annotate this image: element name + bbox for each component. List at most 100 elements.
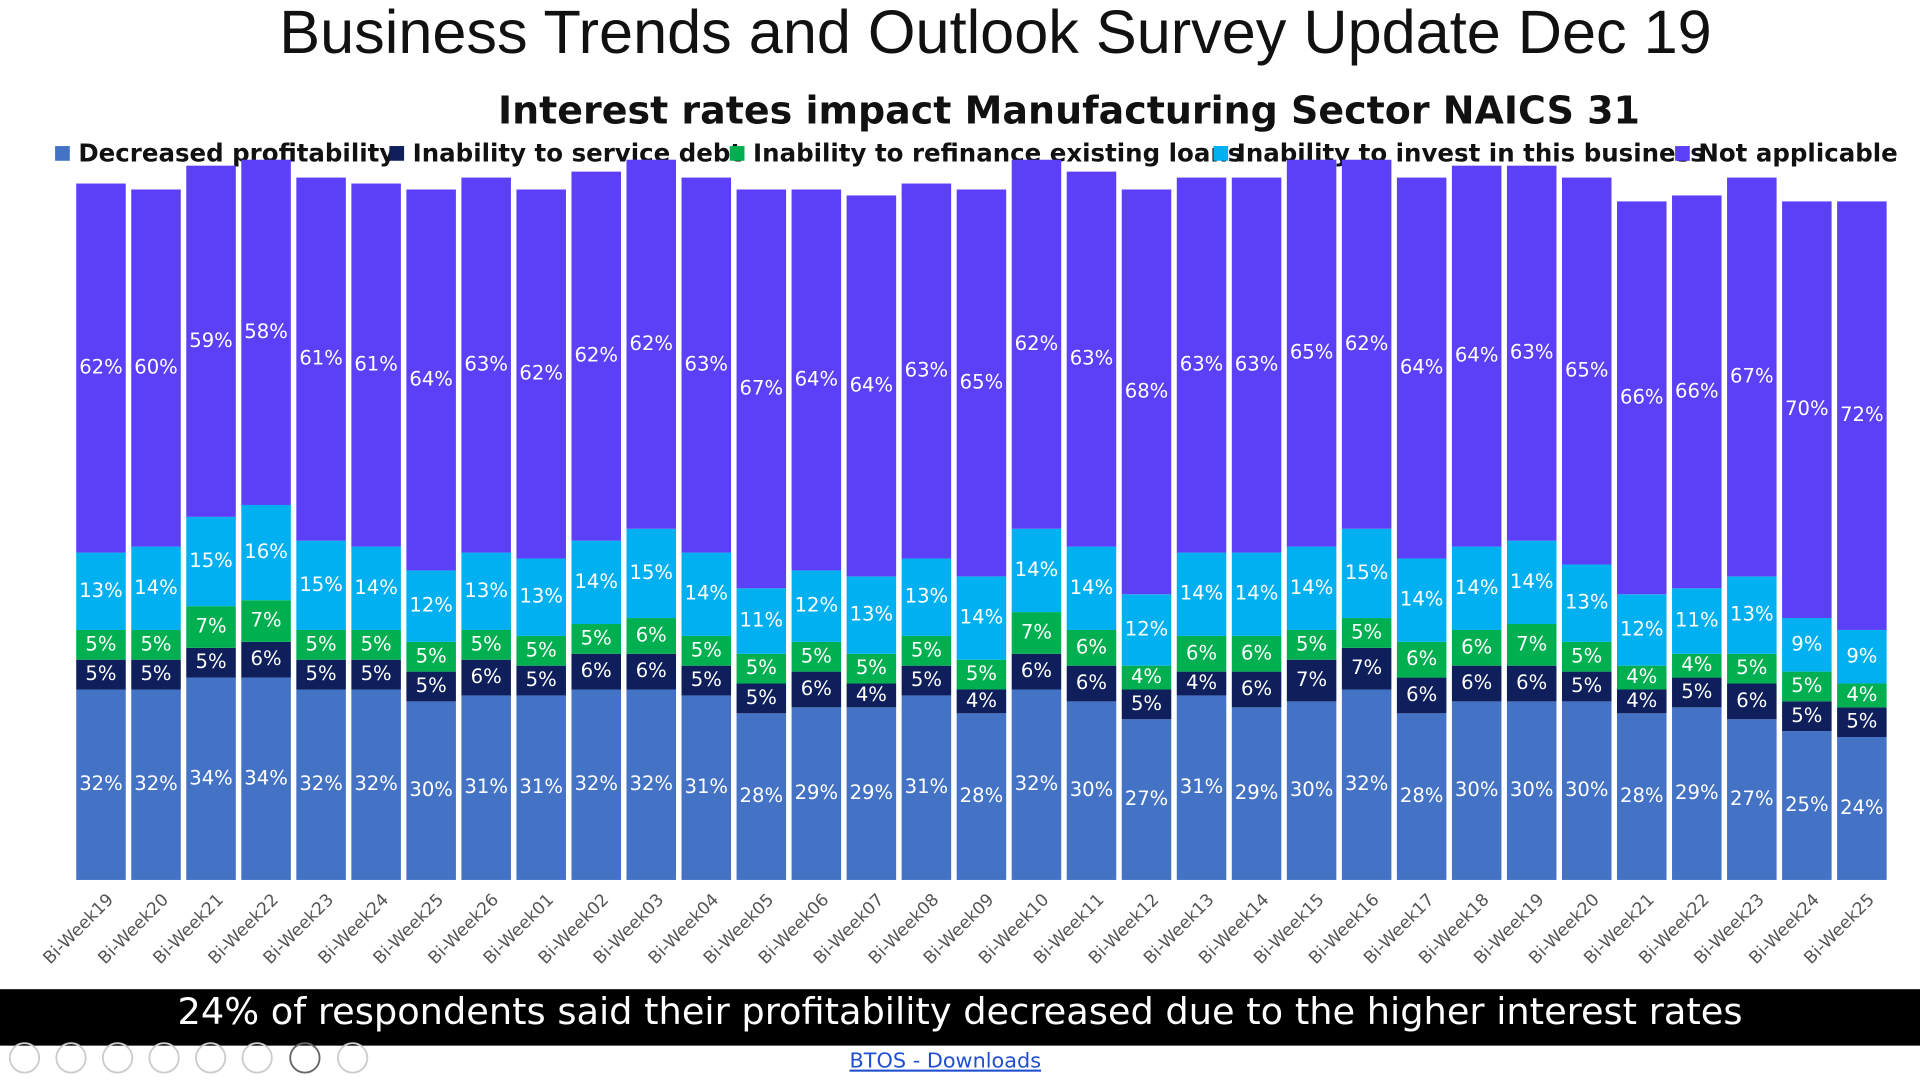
value-label: 70% — [1785, 397, 1829, 420]
bar-segment — [901, 665, 952, 696]
bar-segment — [1617, 713, 1667, 880]
link[interactable]: BTOS - Downloads — [850, 1049, 1042, 1073]
value-label: 28% — [1620, 784, 1664, 807]
bar-segment — [846, 683, 897, 708]
toolbar-button[interactable] — [289, 1042, 321, 1074]
footer-text: 24% of respondents said their profitabil… — [178, 990, 1743, 1033]
bar-segment — [681, 665, 732, 696]
bar-segment — [241, 600, 291, 642]
value-label: 13% — [79, 579, 123, 602]
bar-segment — [1727, 719, 1777, 880]
value-label: 4% — [1626, 665, 1657, 688]
bar-segment — [736, 683, 787, 714]
bar-segment — [1341, 618, 1392, 648]
value-label: 29% — [1675, 781, 1719, 804]
bar-segment — [406, 671, 456, 702]
value-label: 15% — [629, 561, 673, 584]
bar-segment — [241, 677, 291, 880]
bar-segment — [956, 689, 1007, 714]
value-label: 6% — [251, 647, 282, 670]
value-label: 14% — [1180, 582, 1224, 605]
toolbar-button[interactable] — [101, 1042, 134, 1074]
value-label: 31% — [905, 775, 949, 798]
value-label: 31% — [1180, 775, 1224, 798]
value-label: 59% — [189, 329, 233, 352]
bar-segment — [406, 641, 456, 672]
toolbar-button[interactable] — [8, 1042, 41, 1074]
value-label: 32% — [1345, 772, 1389, 795]
value-label: 14% — [960, 606, 1004, 629]
toolbar-button[interactable] — [195, 1042, 227, 1074]
bar-segment — [571, 540, 621, 625]
bar-segment — [571, 653, 621, 690]
value-label: 6% — [1461, 635, 1492, 658]
value-label: 5% — [746, 686, 777, 709]
bar-segment — [241, 504, 291, 601]
bar-segment — [76, 659, 126, 690]
bar-segment — [1066, 665, 1117, 702]
value-label: 63% — [1510, 341, 1554, 364]
bar-segment — [1782, 731, 1832, 880]
bar-segment — [351, 659, 401, 690]
bar-segment — [681, 635, 732, 666]
value-label: 9% — [1846, 644, 1877, 667]
bar-segment — [1011, 612, 1062, 654]
value-label: 6% — [1516, 671, 1547, 694]
value-label: 5% — [1131, 692, 1162, 715]
bar-segment — [1011, 528, 1062, 613]
bar-segment — [1561, 701, 1612, 880]
value-label: 31% — [519, 775, 563, 798]
bar-segment — [131, 629, 181, 660]
value-label: 5% — [1736, 656, 1767, 679]
bar-segment — [1451, 165, 1502, 547]
value-label: 6% — [1076, 671, 1107, 694]
toolbar-button[interactable] — [241, 1042, 273, 1074]
bar-segment — [1396, 641, 1447, 678]
bar-segment — [351, 546, 401, 630]
value-label: 11% — [1675, 609, 1719, 632]
bar-segment — [1782, 201, 1832, 619]
bar-segment — [956, 189, 1007, 577]
bar-segment — [1231, 177, 1282, 553]
value-label: 63% — [1180, 353, 1224, 376]
legend-label: Not applicable — [1698, 139, 1897, 168]
value-label: 6% — [1186, 641, 1217, 664]
value-label: 63% — [685, 353, 729, 376]
value-label: 32% — [79, 772, 123, 795]
bar-segment — [241, 641, 291, 678]
bar-segment — [1231, 635, 1282, 672]
value-label: 68% — [1125, 379, 1169, 402]
bar-segment — [1617, 665, 1667, 690]
value-label: 6% — [1461, 671, 1492, 694]
bar-segment — [626, 528, 677, 619]
value-label: 14% — [354, 576, 398, 599]
value-label: 5% — [911, 638, 942, 661]
bar-segment — [1396, 713, 1447, 880]
bar-segment — [296, 540, 346, 630]
bar-segment — [681, 695, 732, 880]
value-label: 6% — [636, 659, 667, 682]
value-label: 5% — [1791, 674, 1822, 697]
chart-subtitle: Interest rates impact Manufacturing Sect… — [498, 88, 1640, 132]
bar-segment — [1672, 195, 1722, 589]
bar-segment — [1672, 707, 1722, 880]
value-label: 6% — [1406, 647, 1437, 670]
bar-segment — [1121, 665, 1172, 690]
bar-segment — [516, 665, 566, 696]
toolbar-button[interactable] — [55, 1042, 87, 1074]
toolbar-button[interactable] — [337, 1042, 369, 1074]
bar-segment — [461, 552, 511, 630]
toolbar-button[interactable] — [148, 1042, 180, 1074]
value-label: 14% — [685, 582, 729, 605]
bar-segment — [296, 629, 346, 660]
bar-segment — [1782, 701, 1832, 732]
bar-segment — [901, 183, 952, 559]
bar-segment — [1837, 629, 1887, 684]
bar-segment — [956, 576, 1007, 660]
bar-segment — [1066, 171, 1117, 547]
value-label: 32% — [134, 772, 178, 795]
value-label: 67% — [1730, 364, 1774, 387]
bar-segment — [131, 189, 181, 547]
bar-segment — [1617, 201, 1667, 595]
bar-segment — [1121, 189, 1172, 595]
